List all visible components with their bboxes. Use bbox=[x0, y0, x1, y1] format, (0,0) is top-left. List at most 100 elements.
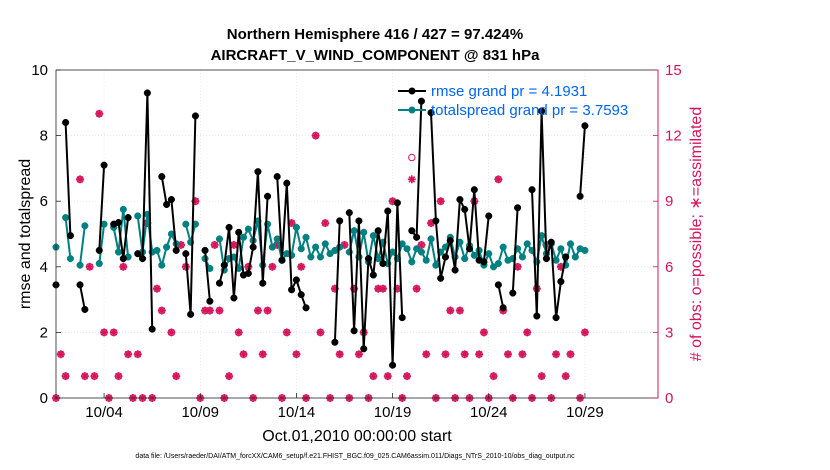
totalspread-point bbox=[158, 261, 166, 269]
totalspread-point bbox=[461, 255, 469, 263]
right-tick-label: 9 bbox=[665, 193, 673, 210]
obs-star-stroke bbox=[552, 350, 560, 358]
rmse-point bbox=[538, 107, 546, 115]
obs-assimilated-marker bbox=[268, 262, 277, 271]
rmse-point bbox=[163, 200, 171, 209]
rmse-point bbox=[451, 266, 459, 274]
obs-star-stroke bbox=[264, 307, 271, 314]
obs-star-stroke bbox=[514, 263, 521, 271]
rmse-line-segment bbox=[511, 207, 519, 294]
rmse-point bbox=[62, 118, 70, 127]
rmse-point bbox=[514, 204, 522, 212]
obs-assimilated-marker bbox=[523, 328, 532, 337]
obs-assimilated-marker bbox=[85, 262, 94, 271]
obs-star-stroke bbox=[446, 307, 454, 314]
totalspread-point bbox=[571, 253, 579, 261]
rmse-point bbox=[576, 192, 584, 200]
rmse-point bbox=[345, 209, 353, 217]
obs-assimilated-marker bbox=[354, 350, 363, 359]
totalspread-point bbox=[215, 235, 224, 243]
obs-star-stroke bbox=[216, 307, 223, 314]
obs-assimilated-marker bbox=[378, 284, 387, 293]
rmse-point bbox=[302, 304, 310, 312]
rmse-point bbox=[364, 255, 373, 263]
obs-assimilated-marker bbox=[258, 350, 267, 359]
obs-assimilated-marker bbox=[292, 350, 301, 359]
rmse-point bbox=[441, 253, 450, 261]
rmse-line-segment bbox=[64, 122, 72, 236]
totalspread-point bbox=[163, 243, 171, 251]
rmse-point bbox=[230, 294, 238, 302]
legend-label-rmse: rmse grand pr = 4.1931 bbox=[431, 83, 587, 100]
totalspread-point bbox=[552, 256, 560, 264]
rmse-point bbox=[427, 109, 435, 117]
totalspread-point bbox=[485, 250, 493, 258]
rmse-line-segment bbox=[333, 220, 341, 343]
rmse-point bbox=[138, 255, 147, 263]
totalspread-point bbox=[119, 205, 127, 213]
right-tick-label: 6 bbox=[665, 259, 673, 276]
obs-assimilated-marker bbox=[80, 372, 89, 381]
rmse-point bbox=[76, 281, 84, 289]
rmse-point bbox=[499, 304, 507, 312]
rmse-point bbox=[456, 196, 464, 204]
totalspread-point bbox=[413, 245, 421, 253]
obs-star-stroke bbox=[422, 350, 430, 358]
obs-star-stroke bbox=[442, 350, 449, 358]
obs-star-stroke bbox=[355, 350, 363, 358]
right-tick-label: 15 bbox=[665, 62, 682, 79]
obs-star-stroke bbox=[268, 263, 276, 271]
rmse-point bbox=[413, 233, 421, 241]
obs-star-stroke bbox=[288, 219, 296, 227]
rmse-point bbox=[225, 223, 233, 231]
obs-star-stroke bbox=[259, 350, 267, 358]
totalspread-point bbox=[307, 253, 315, 261]
rmse-point bbox=[369, 271, 377, 279]
obs-star-stroke bbox=[297, 263, 305, 271]
obs-star-stroke bbox=[494, 175, 502, 183]
rmse-point bbox=[528, 186, 536, 194]
obs-star-stroke bbox=[336, 350, 344, 358]
rmse-point bbox=[542, 255, 550, 263]
totalspread-line-segment bbox=[98, 224, 106, 264]
rmse-point bbox=[66, 232, 74, 240]
obs-assimilated-marker bbox=[215, 306, 224, 315]
obs-star-stroke bbox=[86, 263, 94, 271]
obs-star-stroke bbox=[230, 241, 238, 249]
obs-assimilated-marker bbox=[316, 328, 325, 337]
obs-star-stroke bbox=[182, 263, 190, 271]
rmse-point bbox=[254, 168, 262, 176]
totalspread-point bbox=[326, 250, 334, 258]
legend-label-totalspread: totalspread grand pr = 3.7593 bbox=[431, 102, 628, 119]
rmse-point bbox=[557, 278, 565, 286]
obs-assimilated-marker bbox=[552, 350, 561, 359]
rmse-point bbox=[350, 327, 358, 335]
obs-assimilated-marker bbox=[133, 350, 142, 359]
rmse-point bbox=[273, 173, 281, 181]
rmse-point bbox=[259, 279, 267, 287]
obs-assimilated-marker bbox=[407, 175, 416, 184]
x-tick-label: 10/19 bbox=[374, 404, 412, 421]
left-axis-ticks: 0 2 4 6 8 10 bbox=[31, 62, 61, 407]
obs-assimilated-marker bbox=[503, 350, 512, 359]
rmse-point bbox=[220, 261, 228, 269]
obs-star-stroke bbox=[206, 307, 214, 314]
left-tick-label: 8 bbox=[40, 128, 48, 145]
obs-star-stroke bbox=[403, 372, 411, 380]
totalspread-point bbox=[302, 233, 310, 241]
obs-assimilated-marker bbox=[412, 284, 421, 293]
totalspread-line-segment bbox=[79, 225, 86, 266]
obs-assimilated-marker bbox=[369, 372, 378, 381]
rmse-point bbox=[235, 228, 243, 236]
plot-area bbox=[56, 70, 658, 398]
x-tick-label: 10/09 bbox=[181, 404, 219, 421]
obs-assimilated-marker bbox=[61, 372, 70, 381]
obs-star-stroke bbox=[110, 329, 118, 336]
rmse-point bbox=[398, 314, 406, 322]
x-tick-label: 10/24 bbox=[470, 404, 508, 421]
obs-star-stroke bbox=[461, 350, 469, 358]
obs-star-stroke bbox=[581, 329, 589, 336]
rmse-point bbox=[461, 205, 469, 213]
totalspread-point bbox=[297, 245, 305, 253]
legend-marker-rmse bbox=[408, 87, 416, 95]
